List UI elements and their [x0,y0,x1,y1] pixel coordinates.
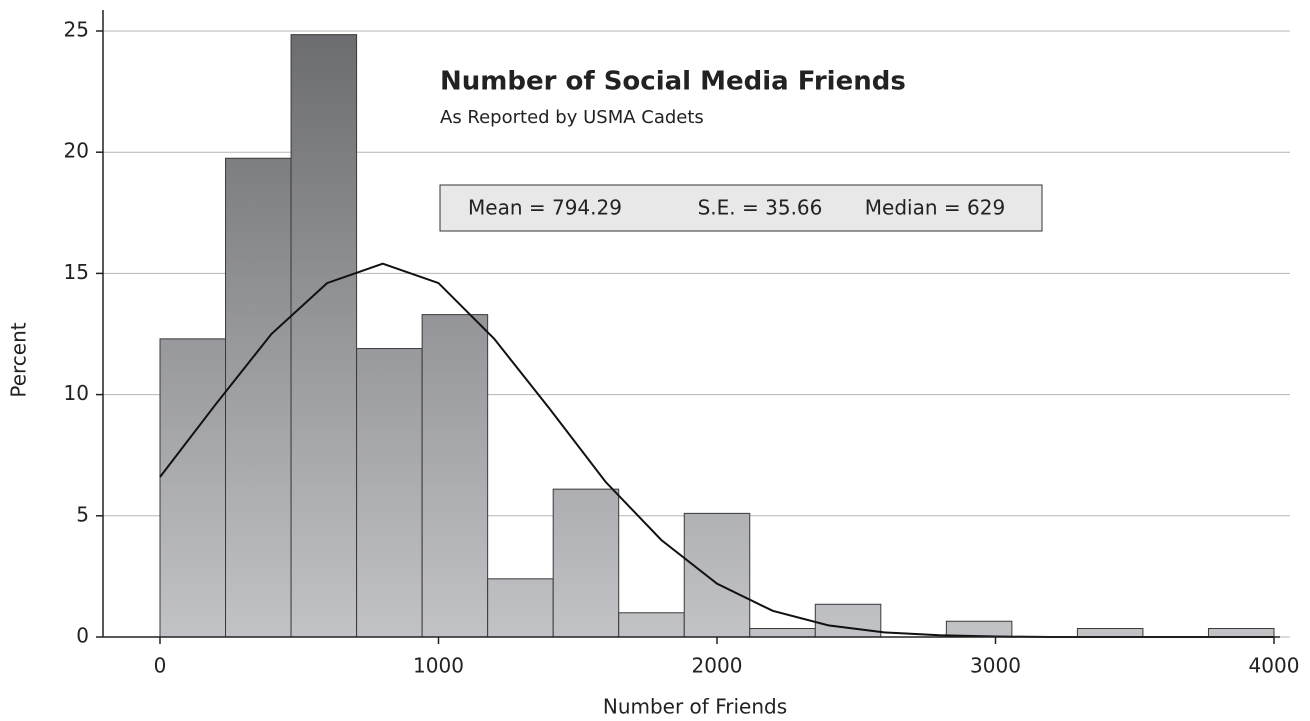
stat-median: Median = 629 [865,196,1005,220]
bar [683,512,751,638]
bar [159,338,227,638]
bar [421,314,489,638]
stat-mean: Mean = 794.29 [468,196,622,220]
bar [749,628,816,638]
y-axis-label: Percent [7,322,31,397]
bar [1076,628,1144,638]
chart-title: Number of Social Media Friends [440,67,906,97]
bar [552,488,620,638]
y-tick-label: 20 [64,139,89,163]
x-tick-label: 2000 [692,654,743,678]
x-tick-label: 1000 [413,654,464,678]
bar [487,578,554,638]
bar [814,603,882,638]
x-axis-label: Number of Friends [603,695,787,719]
bar [618,612,685,638]
bar [225,157,292,638]
chart-subtitle: As Reported by USMA Cadets [440,107,704,128]
y-tick-label: 0 [76,624,89,648]
y-tick-label: 10 [64,381,89,405]
y-tick-label: 15 [64,260,89,284]
y-tick-label: 5 [76,502,89,526]
bar [945,620,1013,638]
bars [159,34,1275,638]
x-tick-label: 0 [154,654,167,678]
bar [356,348,423,638]
bar [1207,628,1275,638]
stat-se: S.E. = 35.66 [698,196,823,220]
x-tick-label: 4000 [1249,654,1300,678]
x-tick-label: 3000 [970,654,1021,678]
stats-box [439,184,1043,232]
bar [290,34,358,638]
y-tick-label: 25 [64,18,89,42]
